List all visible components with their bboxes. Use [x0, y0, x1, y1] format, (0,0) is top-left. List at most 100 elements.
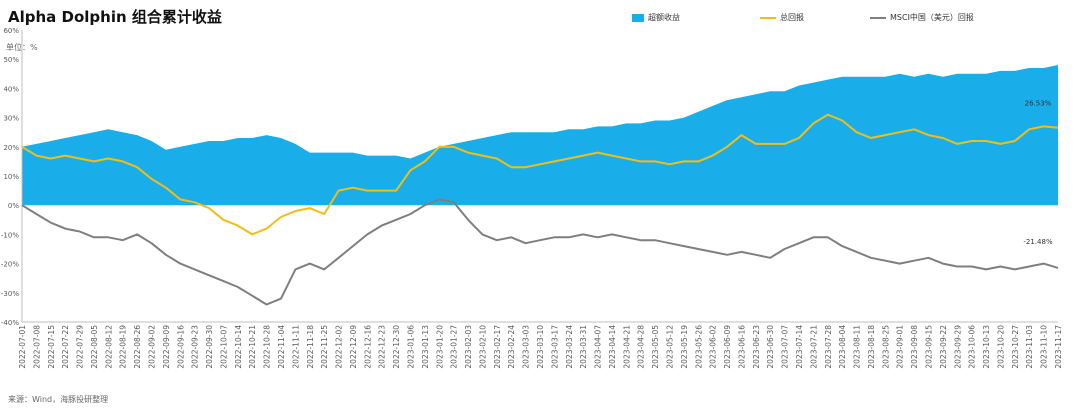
x-tick-label: 2022-12-16	[363, 325, 372, 369]
x-tick-label: 2022-09-02	[148, 325, 157, 369]
x-tick-label: 2023-09-22	[939, 325, 948, 369]
x-tick-label: 2023-01-06	[407, 325, 416, 369]
y-tick-label: -10%	[1, 231, 19, 239]
x-tick-label: 2023-06-23	[752, 325, 761, 369]
x-tick-label: 2023-07-14	[795, 325, 804, 369]
x-tick-label: 2022-08-26	[133, 325, 142, 369]
x-tick-label: 2023-09-08	[910, 325, 919, 369]
x-tick-label: 2022-07-29	[76, 325, 85, 369]
x-tick-label: 2022-09-30	[205, 325, 214, 369]
x-tick-label: 2022-11-04	[277, 325, 286, 369]
x-tick-label: 2022-09-23	[191, 325, 200, 369]
x-tick-label: 2022-12-02	[335, 325, 344, 369]
y-tick-label: 30%	[3, 115, 19, 123]
annotation-total-last: 26.53%	[1025, 100, 1052, 108]
x-tick-label: 2023-10-20	[996, 325, 1005, 369]
x-tick-label: 2023-03-17	[550, 325, 559, 369]
x-tick-label: 2023-10-27	[1011, 325, 1020, 369]
legend-swatch-total	[760, 16, 776, 19]
x-tick-label: 2023-01-20	[435, 325, 444, 369]
x-tick-label: 2023-08-25	[881, 325, 890, 369]
x-tick-label: 2022-09-16	[176, 325, 185, 369]
x-tick-label: 2023-05-26	[694, 325, 703, 369]
x-tick-label: 2023-05-19	[680, 325, 689, 369]
x-tick-label: 2023-11-17	[1054, 325, 1063, 369]
x-tick-label: 2022-07-08	[32, 325, 41, 369]
x-tick-label: 2022-10-07	[219, 325, 228, 369]
x-tick-label: 2022-07-15	[47, 325, 56, 369]
x-tick-label: 2022-10-14	[234, 325, 243, 369]
x-tick-label: 2023-03-03	[522, 325, 531, 369]
x-tick-label: 2022-12-30	[392, 325, 401, 369]
y-tick-label: -20%	[1, 261, 19, 269]
y-tick-label: 20%	[3, 144, 19, 152]
x-tick-label: 2023-09-29	[953, 325, 962, 369]
x-tick-label: 2023-01-27	[450, 325, 459, 369]
x-tick-label: 2023-07-28	[824, 325, 833, 369]
x-tick-label: 2023-06-09	[723, 325, 732, 369]
x-tick-label: 2023-03-10	[536, 325, 545, 369]
legend-item-excess: 超额收益	[632, 12, 680, 23]
x-tick-label: 2023-10-13	[982, 325, 991, 369]
x-tick-label: 2023-02-10	[478, 325, 487, 369]
chart-title: Alpha Dolphin 组合累计收益	[8, 8, 222, 26]
y-tick-label: 50%	[3, 56, 19, 64]
x-tick-label: 2023-08-18	[867, 325, 876, 369]
x-tick-label: 2022-12-23	[378, 325, 387, 369]
x-tick-label: 2023-09-01	[896, 325, 905, 369]
legend-label-total: 总回报	[780, 13, 804, 22]
x-tick-label: 2023-11-03	[1025, 325, 1034, 369]
y-tick-label: 60%	[3, 27, 19, 35]
x-tick-label: 2023-11-10	[1040, 325, 1049, 369]
legend-swatch-excess	[632, 13, 644, 22]
x-tick-label: 2022-12-09	[349, 325, 358, 369]
x-tick-label: 2023-09-15	[925, 325, 934, 369]
x-tick-label: 2022-11-11	[291, 325, 300, 369]
x-tick-label: 2022-07-01	[18, 325, 27, 369]
x-tick-label: 2022-08-12	[104, 325, 113, 369]
series-line-msci	[21, 198, 1059, 306]
x-tick-label: 2023-04-07	[594, 325, 603, 369]
x-tick-label: 2023-07-21	[809, 325, 818, 369]
x-tick-label: 2023-04-28	[637, 325, 646, 369]
y-tick-label: 10%	[3, 173, 19, 181]
x-tick-label: 2023-03-31	[579, 325, 588, 369]
annotation-msci-last: -21.48%	[1023, 238, 1053, 246]
x-tick-label: 2023-04-21	[622, 325, 631, 369]
x-tick-label: 2023-02-17	[493, 325, 502, 369]
legend-swatch-msci	[870, 16, 886, 19]
x-tick-label: 2023-03-24	[565, 325, 574, 369]
x-tick-label: 2022-07-22	[61, 325, 70, 369]
x-tick-label: 2023-10-06	[968, 325, 977, 369]
x-tick-label: 2022-11-25	[320, 325, 329, 369]
x-tick-label: 2022-09-09	[162, 325, 171, 369]
x-tick-label: 2022-10-28	[263, 325, 272, 369]
x-tick-label: 2023-02-03	[464, 325, 473, 369]
x-tick-label: 2023-08-04	[838, 325, 847, 369]
x-tick-label: 2022-08-05	[90, 325, 99, 369]
y-tick-label: 0%	[8, 202, 19, 210]
x-tick-label: 2022-11-18	[306, 325, 315, 369]
source-note: 来源：Wind，海豚投研整理	[8, 395, 109, 404]
series-area-excess	[22, 65, 1058, 206]
legend-label-excess: 超额收益	[648, 13, 680, 22]
x-tick-label: 2023-04-14	[608, 325, 617, 369]
legend-label-msci: MSCI中国（美元）回报	[890, 13, 974, 22]
series-line-total	[21, 113, 1059, 236]
y-tick-label: 40%	[3, 85, 19, 93]
x-tick-label: 2023-08-11	[853, 325, 862, 369]
legend-item-msci: MSCI中国（美元）回报	[870, 12, 974, 23]
x-tick-label: 2023-07-07	[781, 325, 790, 369]
x-tick-label: 2022-10-21	[248, 325, 257, 369]
legend-item-total: 总回报	[760, 12, 804, 23]
x-tick-label: 2023-01-13	[421, 325, 430, 369]
x-tick-label: 2023-06-16	[737, 325, 746, 369]
x-tick-label: 2023-06-02	[709, 325, 718, 369]
x-tick-label: 2022-08-19	[119, 325, 128, 369]
y-tick-label: -40%	[1, 319, 19, 327]
x-tick-label: 2023-05-12	[666, 325, 675, 369]
x-tick-label: 2023-02-24	[507, 325, 516, 369]
y-tick-label: -30%	[1, 290, 19, 298]
x-tick-label: 2023-05-05	[651, 325, 660, 369]
